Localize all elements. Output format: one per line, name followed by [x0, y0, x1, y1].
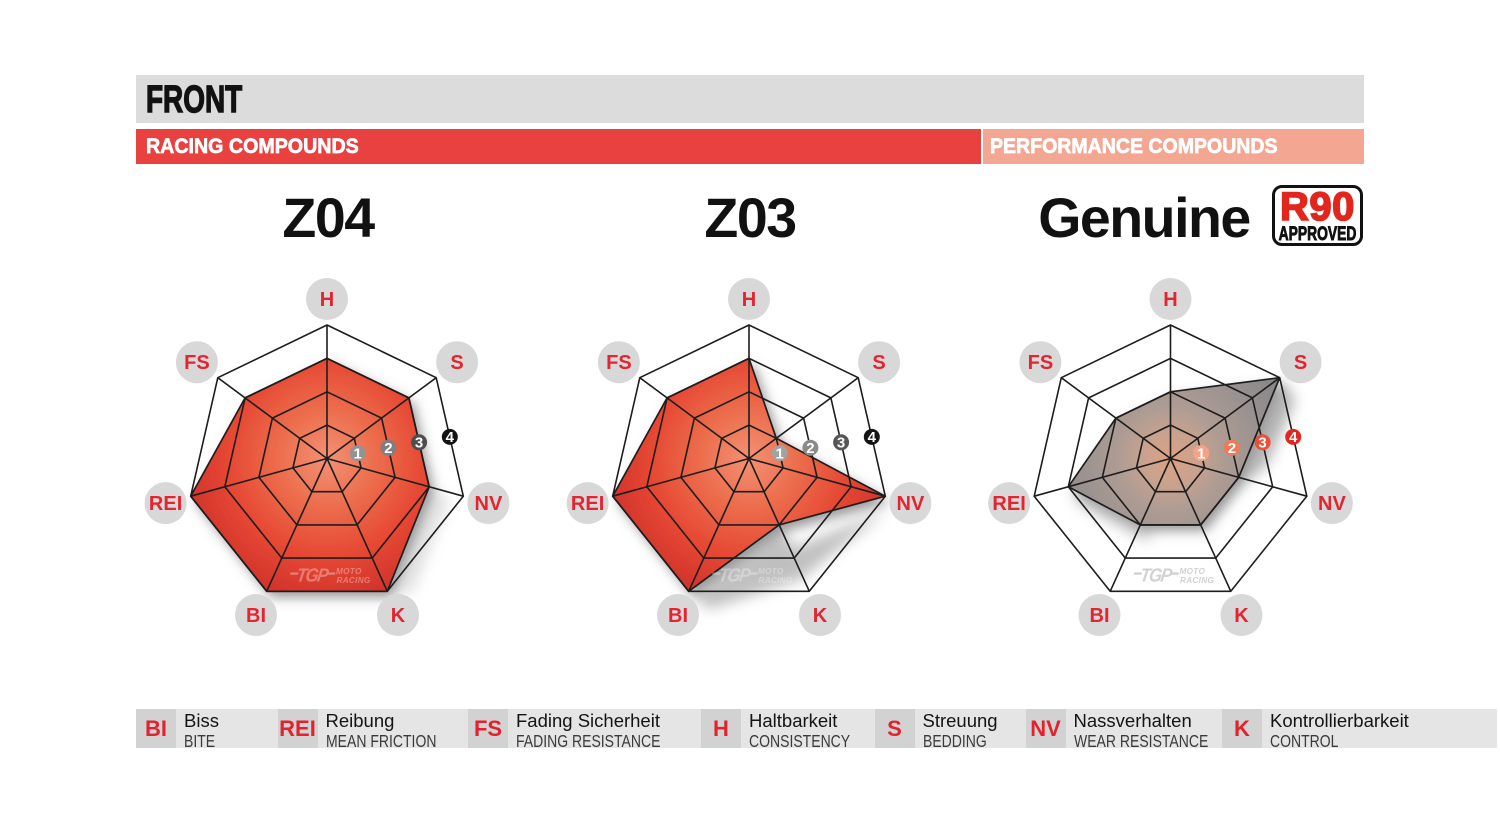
svg-text:FS: FS	[184, 352, 210, 374]
svg-text:BI: BI	[246, 605, 266, 627]
svg-text:FS: FS	[1028, 352, 1054, 374]
svg-text:RACING: RACING	[1180, 576, 1214, 585]
svg-text:REI: REI	[992, 493, 1025, 515]
svg-text:REI: REI	[571, 493, 604, 515]
svg-text:FS: FS	[606, 352, 632, 374]
svg-text:K: K	[813, 605, 828, 627]
svg-text:MOTO: MOTO	[336, 567, 362, 576]
svg-text:H: H	[320, 289, 334, 311]
svg-text:H: H	[742, 289, 756, 311]
svg-text:2: 2	[806, 440, 814, 457]
svg-text:1: 1	[776, 445, 784, 462]
svg-text:S: S	[1294, 352, 1307, 374]
svg-text:3: 3	[837, 435, 845, 452]
svg-text:BI: BI	[668, 605, 688, 627]
svg-text:NV: NV	[897, 493, 925, 515]
svg-text:S: S	[450, 352, 463, 374]
svg-text:4: 4	[1289, 429, 1298, 446]
svg-text:3: 3	[415, 435, 423, 452]
svg-text:MOTO: MOTO	[758, 567, 784, 576]
svg-text:S: S	[872, 352, 885, 374]
svg-text:4: 4	[446, 429, 455, 446]
svg-text:REI: REI	[149, 493, 182, 515]
svg-text:RACING: RACING	[337, 576, 371, 585]
svg-text:4: 4	[868, 429, 877, 446]
svg-text:TGP: TGP	[295, 565, 331, 586]
svg-text:K: K	[1234, 605, 1249, 627]
svg-text:RACING: RACING	[759, 576, 793, 585]
svg-text:1: 1	[1197, 445, 1205, 462]
svg-text:NV: NV	[475, 493, 503, 515]
svg-text:NV: NV	[1318, 493, 1346, 515]
svg-text:1: 1	[354, 445, 362, 462]
svg-text:BI: BI	[1090, 605, 1110, 627]
svg-text:MOTO: MOTO	[1180, 567, 1206, 576]
svg-text:2: 2	[384, 440, 392, 457]
svg-text:TGP: TGP	[1139, 565, 1175, 586]
svg-text:2: 2	[1228, 440, 1236, 457]
svg-text:3: 3	[1258, 435, 1266, 452]
svg-text:K: K	[391, 605, 406, 627]
svg-text:TGP: TGP	[717, 565, 753, 586]
svg-text:H: H	[1163, 289, 1177, 311]
